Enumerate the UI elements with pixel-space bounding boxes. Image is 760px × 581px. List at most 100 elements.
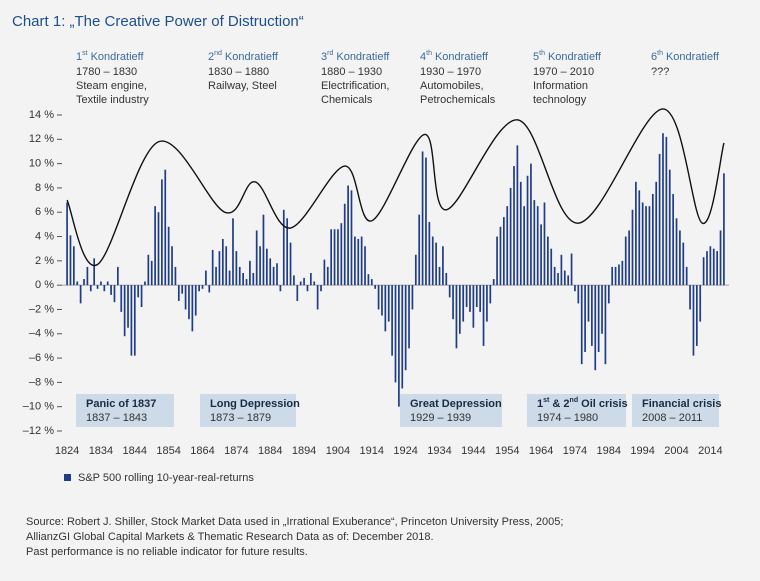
bar xyxy=(326,266,329,286)
y-tick-label: 6 % xyxy=(35,206,54,218)
y-tick-label: 4 % xyxy=(35,230,54,242)
y-tick-label: 2 % xyxy=(35,255,54,267)
bar xyxy=(117,266,119,286)
bar xyxy=(103,285,106,292)
bar xyxy=(245,279,248,286)
bar xyxy=(404,285,407,371)
x-tick-label: 1894 xyxy=(292,445,316,457)
bar xyxy=(502,217,505,286)
bar xyxy=(543,202,546,286)
bar xyxy=(293,275,295,286)
kondratieff-line: 1780 – 1830 xyxy=(76,66,137,78)
bar xyxy=(577,285,580,304)
bar xyxy=(381,285,383,316)
legend-swatch xyxy=(64,474,71,481)
kondratieff-name: Kondratieff xyxy=(336,51,390,63)
bar xyxy=(611,266,614,286)
bar xyxy=(536,206,539,286)
kondratieff-number: 5 xyxy=(533,51,539,63)
kondratieff-line: technology xyxy=(533,94,587,106)
bar xyxy=(289,242,292,286)
kondratieff-line: Automobiles, xyxy=(420,80,484,92)
bar xyxy=(706,251,708,286)
bar xyxy=(716,251,718,286)
bar xyxy=(282,209,285,286)
bar xyxy=(330,229,333,286)
bar xyxy=(167,226,170,286)
crisis-title-sup: nd xyxy=(570,397,579,404)
bar xyxy=(486,285,488,322)
bar xyxy=(340,223,343,286)
crisis-title: Great Depression xyxy=(410,398,502,410)
bar xyxy=(401,285,404,389)
bar xyxy=(601,285,603,334)
bar xyxy=(563,270,566,286)
kondratieff-suffix: rd xyxy=(327,50,333,57)
crisis-title-text: Panic of 1837 xyxy=(86,398,156,410)
y-tick-label: –4 % xyxy=(29,328,54,340)
kondratieff-number: 4 xyxy=(420,51,426,63)
kondratieff-name: Kondratieff xyxy=(91,51,145,63)
crisis-title-sup: st xyxy=(543,397,550,404)
bar xyxy=(442,246,444,286)
kondratieff-line: Electrification, xyxy=(321,80,389,92)
bar xyxy=(570,253,573,286)
y-tick-label: 12 % xyxy=(29,133,54,145)
kondratieff-line: Information xyxy=(533,80,588,92)
bar xyxy=(719,230,722,286)
crisis-box xyxy=(76,394,174,427)
bar xyxy=(618,264,620,286)
x-tick-label: 1844 xyxy=(123,445,147,457)
kondratieff-line: Chemicals xyxy=(321,94,373,106)
bar xyxy=(347,185,349,286)
bar xyxy=(343,203,346,286)
bar xyxy=(259,246,261,286)
bar xyxy=(519,181,522,286)
bar xyxy=(93,258,96,286)
bar xyxy=(475,285,478,308)
bar xyxy=(144,281,146,286)
crisis-box xyxy=(200,394,296,427)
bar xyxy=(421,151,424,286)
bar xyxy=(225,246,228,286)
bar xyxy=(272,266,275,286)
crisis-years: 1873 – 1879 xyxy=(210,412,271,424)
bar xyxy=(398,285,400,407)
y-tick-label: –2 % xyxy=(29,303,54,315)
bar xyxy=(472,285,475,328)
kondratieff-line: Petrochemicals xyxy=(420,94,496,106)
bar xyxy=(191,285,194,332)
kondratieff-name: Kondratieff xyxy=(435,51,489,63)
kondratieff-name: Kondratieff xyxy=(666,51,720,63)
bar xyxy=(448,285,451,298)
kondratieff-suffix: nd xyxy=(214,50,222,57)
bar xyxy=(215,266,217,286)
bar xyxy=(516,145,519,286)
bar xyxy=(76,281,79,286)
bar xyxy=(164,169,167,286)
bar xyxy=(320,285,322,292)
bar xyxy=(279,285,282,292)
bar xyxy=(249,260,251,286)
source-line: AllianzGI Global Capital Markets & Thema… xyxy=(26,531,434,543)
bar xyxy=(316,285,319,310)
bar xyxy=(557,273,559,286)
bar xyxy=(699,285,702,322)
bar xyxy=(194,285,197,316)
bar xyxy=(607,285,610,304)
bar xyxy=(86,266,89,286)
bar xyxy=(377,285,380,310)
bar xyxy=(465,285,468,308)
bar xyxy=(174,266,177,286)
x-tick-label: 1904 xyxy=(326,445,350,457)
bar xyxy=(604,285,607,365)
bar xyxy=(672,194,674,286)
bar xyxy=(188,285,190,320)
x-tick-label: 1874 xyxy=(224,445,248,457)
bar xyxy=(360,236,363,286)
bar xyxy=(621,260,624,286)
legend-label: S&P 500 rolling 10-year-real-returns xyxy=(78,472,254,484)
kondratieff-line: 1930 – 1970 xyxy=(420,66,481,78)
bar xyxy=(418,214,421,286)
bar xyxy=(482,285,485,346)
